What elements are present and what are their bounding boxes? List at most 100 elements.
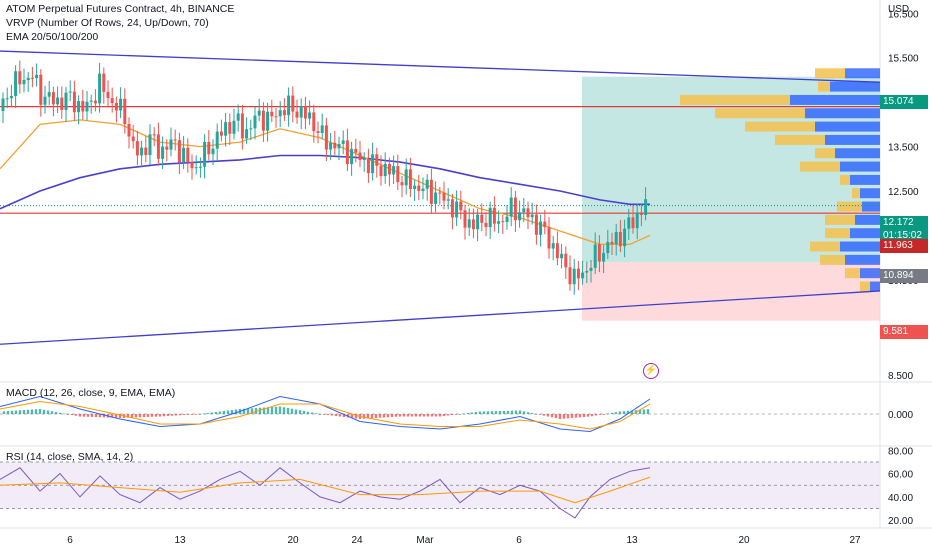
candle-body	[429, 179, 433, 204]
candle-body	[635, 212, 639, 229]
macd-histogram-bar	[494, 411, 498, 414]
chart-title: ATOM Perpetual Futures Contract, 4h, BIN…	[6, 3, 235, 15]
macd-histogram-bar	[354, 414, 358, 419]
candle-body	[366, 158, 370, 174]
candle-body	[215, 131, 219, 149]
macd-histogram-bar	[242, 408, 246, 414]
macd-histogram-bar	[62, 413, 66, 415]
volume-profile-down-bar	[818, 81, 830, 92]
macd-histogram-bar	[162, 414, 166, 417]
macd-histogram-bar	[402, 414, 406, 417]
macd-histogram-bar	[586, 414, 590, 417]
volume-profile-up-bar	[835, 148, 880, 159]
macd-histogram-bar	[434, 414, 438, 417]
macd-histogram-bar	[6, 411, 10, 414]
candle-body	[618, 232, 622, 247]
macd-histogram-bar	[110, 414, 114, 418]
macd-histogram-bar	[482, 411, 486, 414]
candle-body	[47, 92, 51, 97]
macd-histogram-bar	[318, 414, 322, 415]
macd-histogram-bar	[282, 407, 286, 414]
macd-histogram-bar	[34, 409, 38, 414]
macd-histogram-bar	[142, 414, 146, 418]
macd-histogram-bar	[546, 414, 550, 417]
vrvp-legend[interactable]: VRVP (Number Of Rows, 24, Up/Down, 70)	[6, 17, 209, 29]
candle-body	[148, 134, 152, 156]
macd-histogram-bar	[478, 411, 482, 414]
macd-histogram-bar	[286, 408, 290, 414]
volume-profile-down-bar	[820, 254, 845, 265]
macd-histogram-bar	[86, 414, 90, 417]
candle-body	[127, 124, 131, 137]
candle-body	[450, 199, 454, 218]
candle-body	[35, 74, 39, 79]
candle-body	[610, 241, 614, 245]
macd-histogram-bar	[278, 406, 282, 414]
candle-body	[639, 212, 643, 215]
time-tick-label: 24	[351, 535, 363, 546]
candle-body	[350, 148, 354, 165]
candle-body	[303, 106, 307, 119]
candle-body	[459, 201, 463, 211]
macd-histogram-bar	[362, 414, 366, 419]
macd-histogram-bar	[50, 411, 54, 414]
volume-profile-up-bar	[855, 214, 880, 225]
volume-profile-down-bar	[680, 94, 790, 105]
macd-histogram-bar	[206, 413, 210, 414]
macd-histogram-bar	[502, 410, 506, 414]
macd-histogram-bar	[406, 414, 410, 417]
macd-histogram-bar	[314, 413, 318, 415]
lightning-icon[interactable]: ⚡	[643, 363, 659, 379]
candle-body	[110, 98, 114, 104]
candle-body	[190, 162, 194, 169]
volume-profile-down-bar	[860, 281, 870, 292]
macd-histogram-bar	[538, 414, 542, 415]
macd-histogram-bar	[370, 414, 374, 419]
macd-histogram-bar	[42, 409, 46, 414]
candle-body	[169, 139, 173, 150]
volume-profile-up-bar	[845, 68, 880, 79]
candle-body	[526, 208, 530, 218]
candle-body	[522, 208, 526, 213]
candle-body	[308, 112, 312, 119]
macd-histogram-bar	[382, 414, 386, 418]
macd-histogram-bar	[350, 414, 354, 418]
rsi-tick-label: 20.00	[888, 516, 913, 527]
ema-legend[interactable]: EMA 20/50/100/200	[6, 31, 99, 43]
macd-histogram-bar	[54, 412, 58, 414]
rsi-tick-label: 60.00	[888, 470, 913, 481]
candle-body	[530, 214, 534, 218]
candle-body	[396, 166, 400, 183]
candle-body	[102, 73, 106, 92]
macd-histogram-bar	[454, 414, 458, 415]
macd-histogram-bar	[30, 409, 34, 414]
macd-histogram-bar	[430, 414, 434, 417]
macd-histogram-bar	[618, 411, 622, 414]
macd-histogram-bar	[10, 410, 14, 414]
macd-histogram-bar	[198, 414, 202, 415]
candle-body	[492, 207, 496, 224]
candle-body	[585, 270, 589, 273]
candle-body	[631, 217, 635, 229]
rsi-legend[interactable]: RSI (14, close, SMA, 14, 2)	[6, 451, 134, 463]
macd-histogram-bar	[126, 414, 130, 418]
candle-body	[89, 100, 93, 102]
macd-histogram-bar	[474, 412, 478, 414]
candle-body	[131, 136, 135, 142]
macd-histogram-bar	[190, 414, 194, 415]
macd-histogram-bar	[90, 414, 94, 417]
macd-histogram-bar	[234, 409, 238, 414]
candle-body	[257, 110, 261, 116]
macd-legend[interactable]: MACD (12, 26, close, 9, EMA, EMA)	[6, 387, 176, 399]
macd-histogram-bar	[166, 414, 170, 416]
candle-body	[152, 134, 156, 136]
candle-body	[455, 201, 459, 218]
candle-body	[282, 110, 286, 116]
macd-histogram-bar	[630, 410, 634, 414]
candle-body	[505, 216, 509, 223]
macd-histogram-bar	[102, 414, 106, 418]
candle-body	[623, 228, 627, 247]
price-tick-label: 12.500	[888, 187, 919, 198]
candle-body	[228, 122, 232, 134]
